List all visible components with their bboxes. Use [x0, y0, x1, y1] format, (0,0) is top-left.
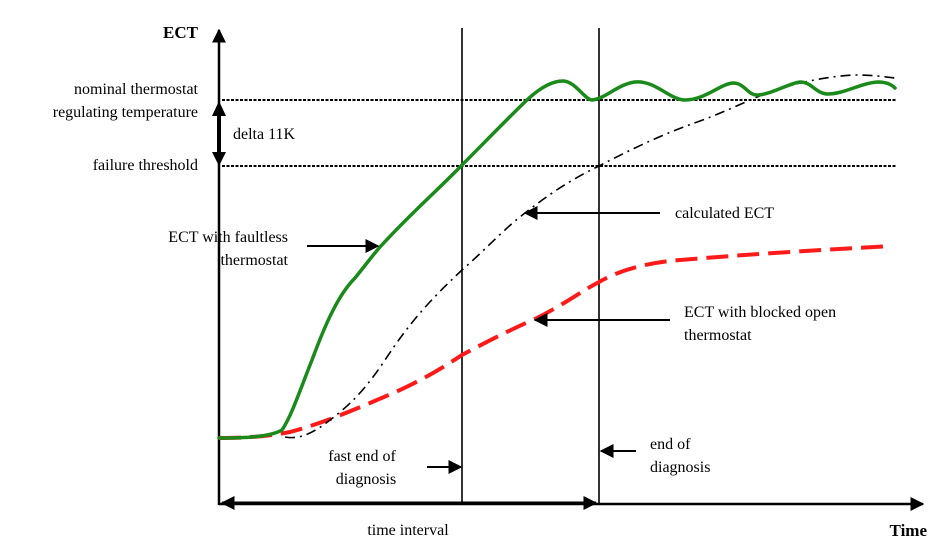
- delta-arrow-head-down: [212, 152, 226, 166]
- faultless-label-line1: ECT with faultless: [168, 229, 288, 246]
- time-interval-label: time interval: [367, 522, 449, 539]
- x-axis-label: Time: [890, 521, 928, 540]
- calculated-label: calculated ECT: [675, 205, 774, 222]
- blocked-label-line2: thermostat: [684, 327, 752, 344]
- delta-arrow-head-up: [212, 101, 226, 116]
- y-axis-label: ECT: [163, 23, 199, 42]
- fast-end-label-line2: diagnosis: [336, 471, 396, 488]
- delta-label: delta 11K: [233, 126, 296, 143]
- fast-end-label-line1: fast end of: [328, 448, 396, 465]
- curve-blocked-open-thermostat: [218, 244, 893, 440]
- nominal-label-line1: nominal thermostat: [74, 81, 199, 98]
- faultless-label-line2: thermostat: [220, 252, 288, 269]
- end-label-line1: end of: [650, 436, 691, 453]
- end-label-line2: diagnosis: [650, 459, 710, 476]
- blocked-label-line1: ECT with blocked open: [684, 304, 836, 321]
- nominal-label-line2: regulating temperature: [53, 104, 198, 121]
- failure-threshold-label: failure threshold: [93, 157, 198, 174]
- curve-calculated-ect: [284, 74, 896, 439]
- curve-faultless-thermostat: [217, 79, 897, 440]
